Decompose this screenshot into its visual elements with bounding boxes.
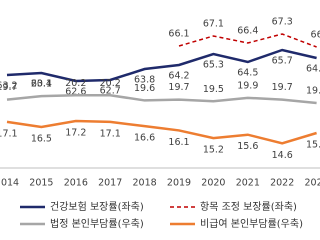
data-label: 66.4 bbox=[237, 26, 258, 37]
data-label: 62.7 bbox=[100, 86, 121, 97]
data-label: 17.2 bbox=[65, 128, 86, 139]
data-label: 63.4 bbox=[31, 79, 52, 90]
x-tick-label: 2017 bbox=[98, 178, 122, 189]
data-label: 63.2 bbox=[0, 81, 18, 92]
data-label: 64.9 bbox=[306, 64, 320, 75]
legend-label: 비급여 본인부담률(우축) bbox=[200, 218, 303, 230]
x-tick-label: 2015 bbox=[29, 178, 53, 189]
data-label: 67.1 bbox=[203, 19, 224, 30]
data-label: 19.9 bbox=[237, 80, 258, 91]
data-label: 66 bbox=[311, 30, 320, 41]
data-label: 17.1 bbox=[0, 128, 18, 139]
data-label: 14.6 bbox=[272, 150, 293, 161]
x-tick-label: 2019 bbox=[167, 178, 191, 189]
x-tick-label: 2014 bbox=[0, 178, 19, 189]
data-label: 16.6 bbox=[134, 133, 155, 144]
data-label: 19.7 bbox=[168, 82, 189, 93]
x-tick-label: 2020 bbox=[201, 178, 225, 189]
data-label: 67.3 bbox=[272, 17, 293, 28]
data-label: 66.1 bbox=[168, 29, 189, 40]
chart: 2014 2015 2016 2017 2018 2019 2020 2021 2022 2023… bbox=[0, 17, 320, 230]
x-tick-label: 2022 bbox=[270, 178, 294, 189]
data-label: 63.8 bbox=[134, 75, 155, 86]
data-label: 65.7 bbox=[272, 56, 293, 67]
data-label: 64.2 bbox=[168, 71, 189, 82]
data-label: 19.3 bbox=[306, 86, 320, 97]
legend-label: 건강보험 보장률(좌축) bbox=[50, 201, 144, 213]
data-label: 19.5 bbox=[203, 84, 224, 95]
data-label: 20.2 bbox=[65, 78, 86, 89]
data-label: 20.1 bbox=[31, 79, 52, 90]
data-label: 65.3 bbox=[203, 60, 224, 71]
data-label: 62.6 bbox=[65, 87, 86, 98]
series-line bbox=[6, 48, 317, 83]
data-label: 15.2 bbox=[203, 145, 224, 156]
data-label: 19.7 bbox=[272, 82, 293, 93]
data-label: 19.7 bbox=[0, 82, 18, 93]
x-tick-label: 2018 bbox=[133, 178, 157, 189]
x-tick-label: 2016 bbox=[64, 178, 88, 189]
data-label: 15.8 bbox=[306, 140, 320, 151]
data-label: 64.5 bbox=[237, 68, 258, 79]
data-label: 20.2 bbox=[100, 78, 121, 89]
data-label: 19.6 bbox=[134, 83, 155, 94]
data-label: 17.1 bbox=[100, 128, 121, 139]
series-line bbox=[6, 119, 317, 145]
data-label: 15.6 bbox=[237, 141, 258, 152]
series-line bbox=[6, 94, 317, 105]
x-tick-label: 2021 bbox=[236, 178, 260, 189]
series-line bbox=[178, 33, 317, 48]
legend-label: 항목 조정 보장률(좌축) bbox=[200, 201, 297, 213]
data-label: 16.1 bbox=[168, 137, 189, 148]
legend-label: 법정 본인부담률(우축) bbox=[50, 218, 144, 230]
data-label: 16.5 bbox=[31, 134, 52, 145]
